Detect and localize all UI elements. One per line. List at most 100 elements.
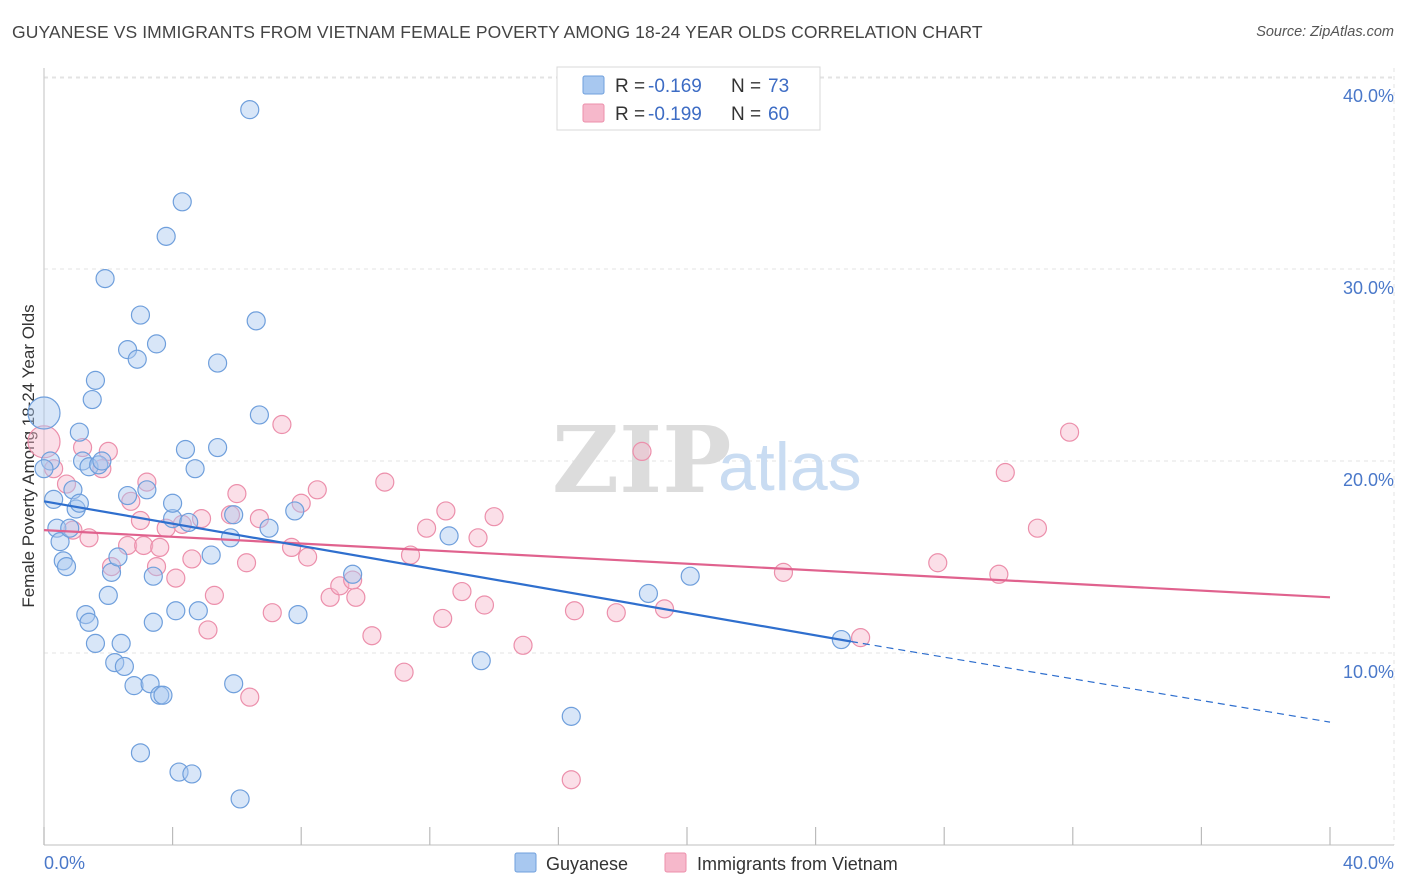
y-tick-label: 10.0% — [1343, 662, 1394, 682]
legend-r-label-1: R = — [615, 76, 645, 97]
vietnam-point — [44, 459, 64, 479]
guyanese-point — [76, 604, 96, 625]
vietnam-point — [198, 620, 218, 640]
guyanese-point — [53, 551, 73, 571]
legend-r-value-1: -0.169 — [648, 76, 702, 97]
correlation-legend: R = -0.169 N = 73 R = -0.199 N = 60 — [556, 66, 821, 131]
vietnam-point — [436, 501, 456, 521]
vietnam-point — [98, 441, 118, 461]
guyanese-point — [288, 604, 308, 625]
trend-line-guyanese — [43, 500, 852, 643]
y-tick-label: 20.0% — [1343, 470, 1394, 490]
guyanese-point — [95, 269, 115, 289]
guyanese-point — [130, 305, 151, 325]
vietnam-point — [561, 770, 581, 790]
guyanese-point — [230, 789, 250, 809]
vietnam-point — [27, 425, 61, 459]
guyanese-point — [185, 459, 205, 479]
guyanese-point — [98, 585, 118, 606]
guyanese-point — [50, 532, 70, 552]
guyanese-point — [44, 489, 64, 509]
trend-lines — [43, 500, 1331, 723]
axes — [43, 68, 1394, 846]
vietnam-point — [182, 549, 202, 569]
legend-n-label-2: N = — [731, 104, 761, 125]
guyanese-point — [117, 485, 138, 506]
trend-line-guyanese-extrapolated — [850, 640, 1331, 723]
vietnam-point — [564, 601, 585, 621]
guyanese-point — [680, 566, 700, 586]
legend-swatch-vietnam — [582, 103, 605, 123]
guyanese-point — [188, 601, 208, 621]
vietnam-point — [452, 581, 472, 602]
vietnam-point — [101, 556, 122, 577]
guyanese-point — [179, 512, 199, 533]
vietnam-point — [130, 510, 151, 531]
guyanese-point — [166, 601, 186, 621]
guyanese-point — [40, 451, 61, 471]
watermark: ZIP atlas — [552, 406, 862, 514]
vietnam-point — [272, 414, 292, 435]
guyanese-point — [130, 743, 151, 763]
guyanese-point — [163, 493, 183, 513]
vietnam-point — [416, 518, 437, 538]
guyanese-point — [111, 633, 131, 654]
guyanese-point — [172, 192, 192, 212]
vietnam-point — [298, 547, 318, 567]
guyanese-point — [92, 451, 112, 471]
guyanese-point — [105, 652, 125, 673]
guyanese-point — [285, 501, 305, 521]
guyanese-point — [143, 612, 163, 632]
vietnam-point — [995, 462, 1015, 483]
guyanese-point — [114, 656, 134, 677]
vietnam-point — [606, 603, 626, 623]
guyanese-point — [34, 459, 54, 479]
legend-r-label-2: R = — [615, 104, 645, 125]
bottom-legend-swatch-vietnam — [664, 852, 687, 873]
series-legend: Guyanese Immigrants from Vietnam — [514, 852, 898, 874]
guyanese-point — [208, 437, 228, 458]
guyanese-point — [246, 311, 266, 331]
vietnam-point — [236, 553, 257, 573]
guyanese-point — [79, 612, 99, 632]
vietnam-point — [474, 595, 495, 615]
vietnam-point — [227, 484, 247, 504]
guyanese-point — [124, 676, 144, 696]
chart-title: GUYANESE VS IMMIGRANTS FROM VIETNAM FEMA… — [12, 22, 983, 42]
vietnam-point — [433, 608, 453, 629]
guyanese-point — [85, 633, 106, 654]
guyanese-point — [137, 480, 157, 500]
guyanese-point — [201, 545, 221, 565]
legend-n-value-2: 60 — [768, 104, 789, 125]
vietnam-point — [1027, 518, 1048, 538]
series-guyanese-points — [27, 100, 851, 809]
bottom-legend-label-vietnam: Immigrants from Vietnam — [697, 854, 898, 874]
vietnam-point — [1059, 422, 1080, 442]
guyanese-point — [182, 764, 202, 784]
guyanese-point — [85, 370, 106, 390]
vietnam-point — [150, 537, 170, 558]
guyanese-point — [224, 674, 244, 694]
guyanese-point — [117, 340, 138, 360]
vietnam-point — [394, 662, 414, 682]
vietnam-point — [72, 437, 93, 458]
guyanese-point — [208, 353, 228, 373]
vietnam-point — [240, 687, 260, 707]
guyanese-point — [56, 556, 77, 577]
guyanese-point — [108, 547, 128, 567]
guyanese-point — [153, 685, 173, 705]
vietnam-point — [632, 441, 652, 461]
trend-line-vietnam — [43, 529, 1331, 599]
guyanese-point — [156, 226, 176, 246]
vietnam-point — [137, 472, 157, 492]
vietnam-point — [262, 603, 282, 623]
vietnam-point — [291, 493, 311, 513]
vietnam-point — [484, 507, 504, 527]
vietnam-point — [375, 472, 395, 492]
vietnam-point — [166, 568, 186, 588]
guyanese-point — [175, 439, 196, 460]
vietnam-point — [346, 587, 366, 607]
vietnam-point — [249, 508, 270, 529]
vietnam-point — [281, 537, 302, 558]
